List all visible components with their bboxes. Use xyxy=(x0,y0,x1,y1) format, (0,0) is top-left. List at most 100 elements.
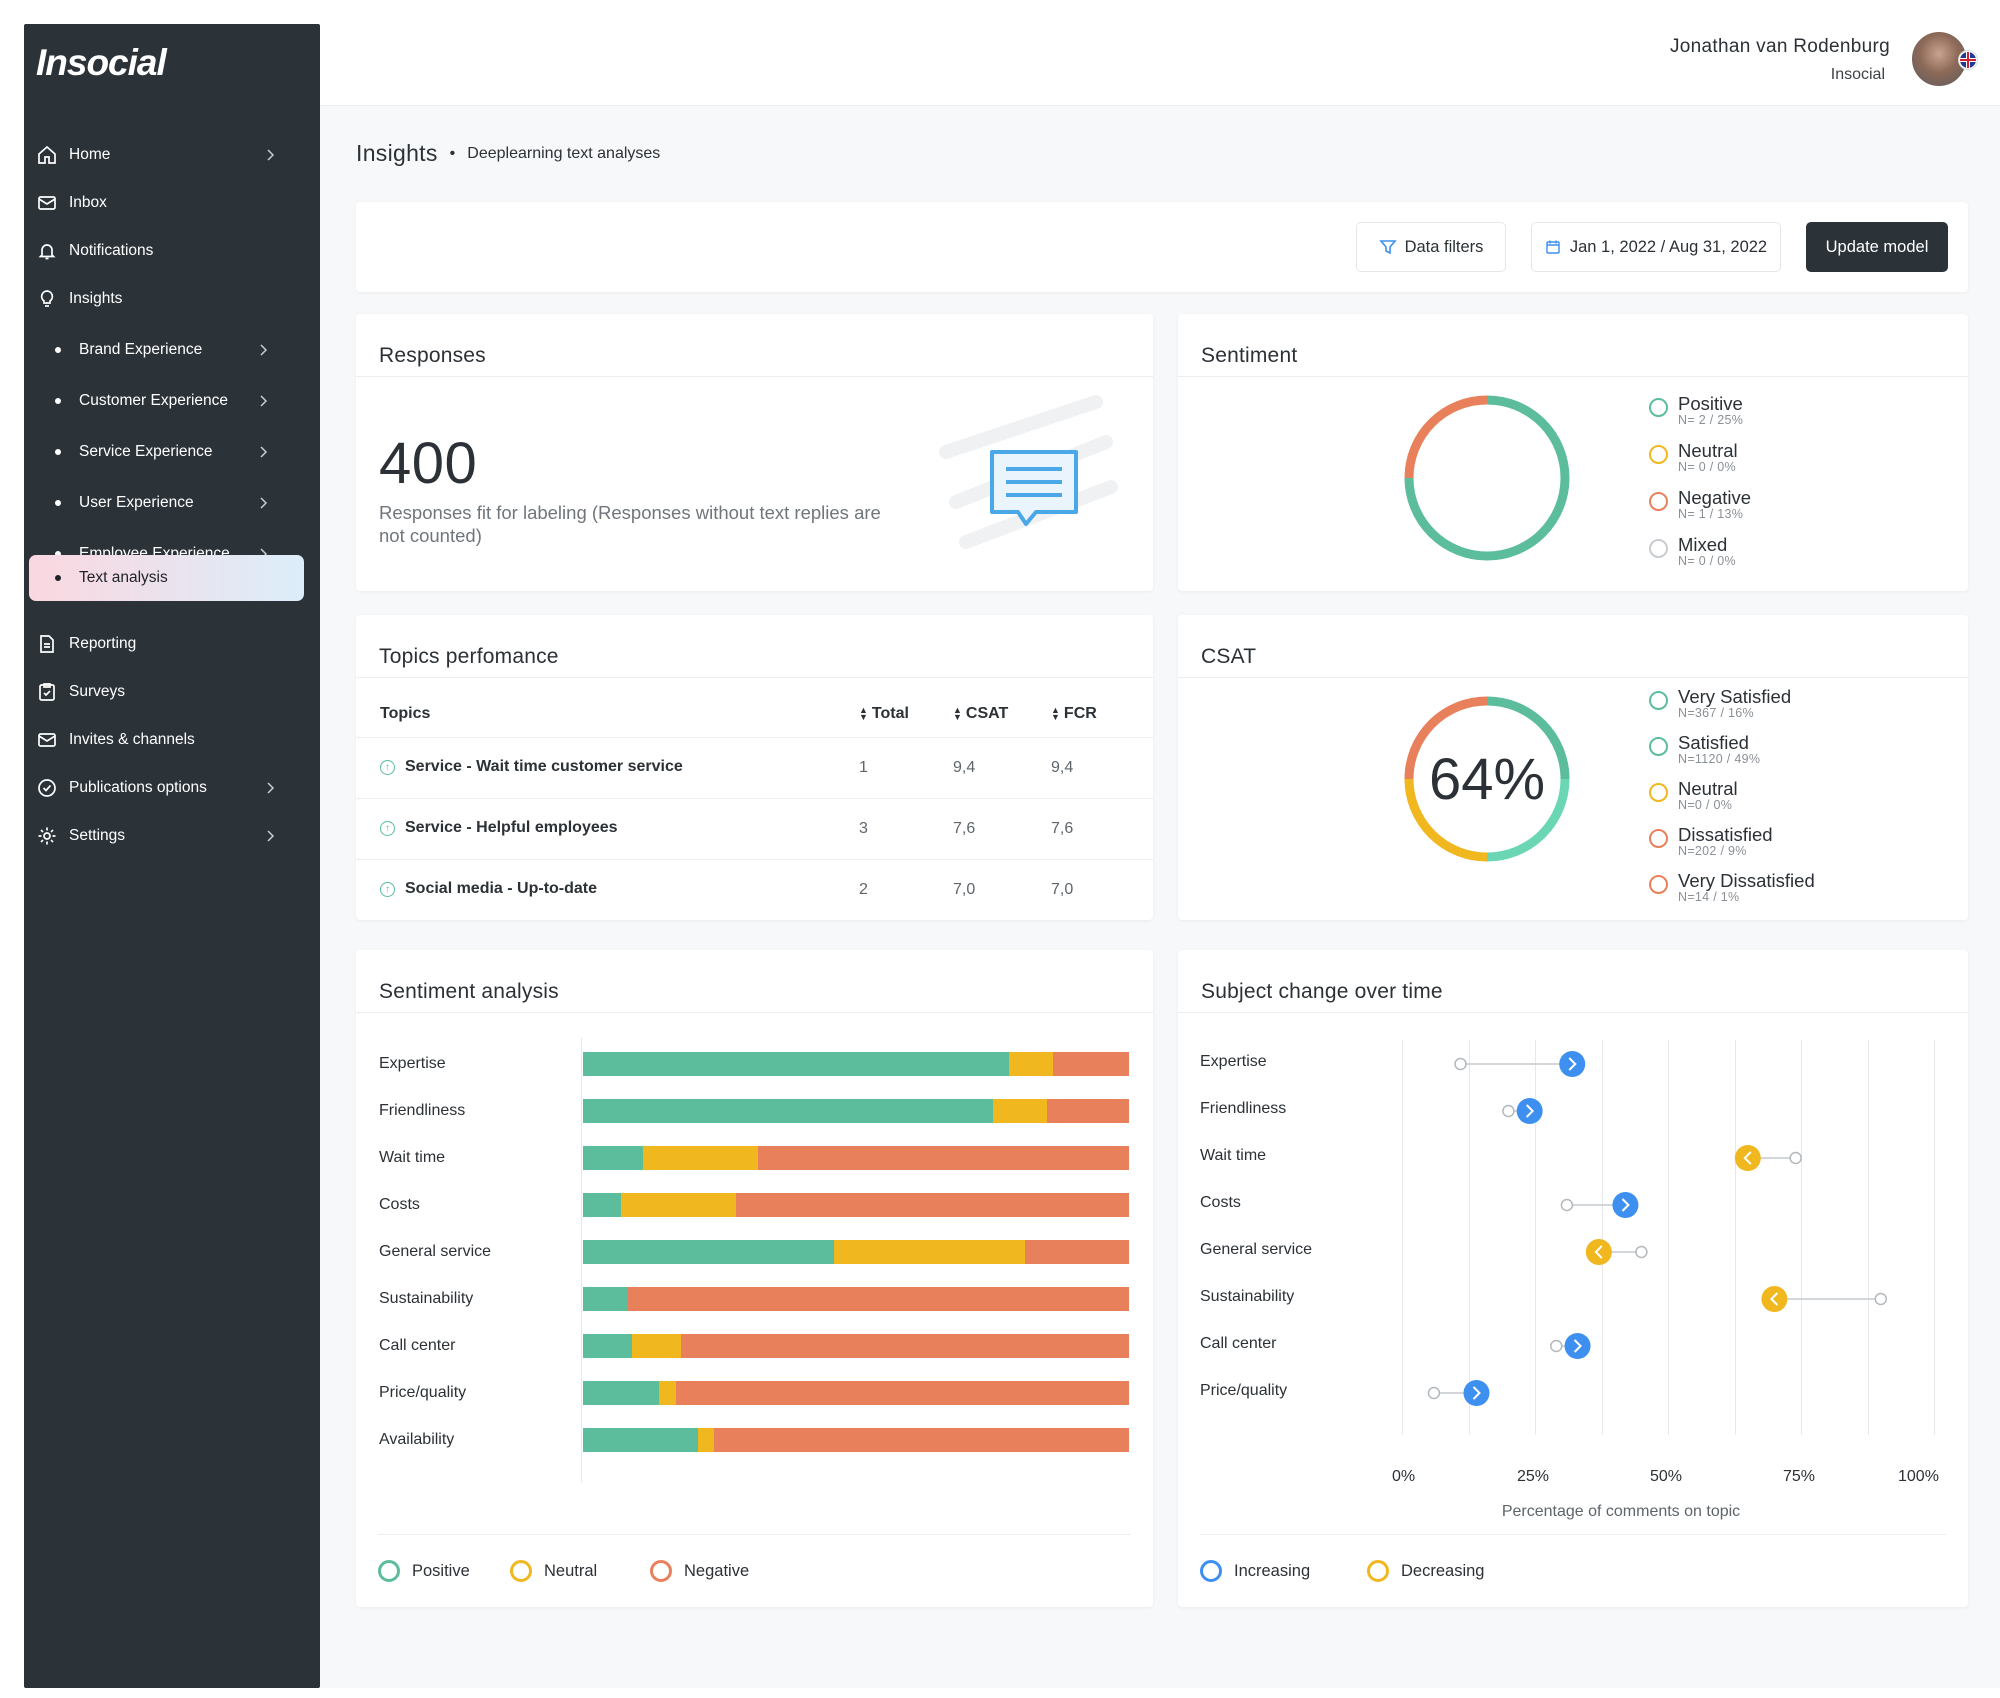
sidebar-item-label: Insights xyxy=(69,290,123,307)
sidebar-item-home[interactable]: Home xyxy=(24,135,320,175)
column-header-csat[interactable]: ▲ ▼ CSAT xyxy=(953,705,1008,723)
table-row[interactable]: ↑ Social media - Up-to-date 2 7,0 7,0 xyxy=(356,859,1153,920)
stacked-bar[interactable] xyxy=(583,1334,1129,1358)
category-label: Wait time xyxy=(1200,1147,1267,1164)
sidebar-subitem-brand-experience[interactable]: Brand Experience xyxy=(24,327,320,373)
sidebar-item-inbox[interactable]: Inbox xyxy=(24,183,320,223)
bar-segment-neutral xyxy=(643,1146,758,1170)
legend-label: Positive xyxy=(412,1561,470,1580)
sidebar-item-reporting[interactable]: Reporting xyxy=(24,624,320,664)
legend-positive: Positive xyxy=(378,1560,470,1582)
x-tick-label: 50% xyxy=(1650,1468,1683,1485)
mixed-ring-icon xyxy=(1649,539,1668,558)
category-label: Expertise xyxy=(1200,1053,1267,1070)
sidebar-item-label: Notifications xyxy=(69,242,154,259)
sentiment-title: Sentiment xyxy=(1201,344,1298,367)
table-row[interactable]: ↑ Service - Helpful employees 3 7,6 7,6 xyxy=(356,798,1153,859)
legend-name: Very Satisfied xyxy=(1678,686,1792,707)
table-row[interactable]: ↑ Service - Wait time customer service 1 … xyxy=(356,737,1153,798)
bar-segment-negative xyxy=(1025,1240,1129,1264)
update-model-button[interactable]: Update model xyxy=(1806,222,1948,272)
arrow-up-icon: ↑ xyxy=(380,759,395,775)
divider xyxy=(378,1534,1131,1535)
bar-segment-negative xyxy=(735,1193,1129,1217)
topic-cell: ↑ Service - Helpful employees xyxy=(380,819,618,837)
stacked-bar[interactable] xyxy=(583,1052,1129,1076)
stacked-bar[interactable] xyxy=(583,1193,1129,1217)
sidebar-item-notifications[interactable]: Notifications xyxy=(24,231,320,271)
stacked-bar[interactable] xyxy=(583,1381,1129,1405)
page-title[interactable]: Insights xyxy=(356,140,438,166)
legend-name: Positive xyxy=(1678,393,1743,414)
uk-flag-icon[interactable] xyxy=(1958,50,1978,70)
chevron-right-icon xyxy=(1621,1198,1630,1212)
arrow-up-icon: ↑ xyxy=(380,820,395,836)
csat-value: 64% xyxy=(1428,746,1546,812)
sidebar-subitem-user-experience[interactable]: User Experience xyxy=(24,480,320,526)
divider xyxy=(1200,1534,1946,1535)
column-header-fcr[interactable]: ▲ ▼ FCR xyxy=(1051,705,1097,723)
date-range-label: Jan 1, 2022 / Aug 31, 2022 xyxy=(1569,237,1768,256)
subject-change-card: Subject change over time Percentage of c… xyxy=(1178,950,1968,1607)
sidebar-item-publications-options[interactable]: Publications options xyxy=(24,768,320,808)
csat-slice-dissatisfied xyxy=(1404,778,1488,862)
topics-performance-card: Topics perfomance Topics ▲ ▼ Total ▲ ▼ CSAT … xyxy=(356,615,1153,920)
column-header-topics[interactable]: Topics xyxy=(380,705,430,723)
sidebar-item-label: Invites & channels xyxy=(69,731,195,748)
total-cell: 2 xyxy=(859,881,868,898)
divider xyxy=(356,677,1153,678)
category-label: Price/quality xyxy=(1200,1382,1288,1399)
sidebar-item-label: Publications options xyxy=(69,779,207,796)
dissatisfied-ring-icon xyxy=(1649,829,1668,848)
csat-slice-very-dissatisfied xyxy=(1404,696,1488,780)
chevron-right-icon xyxy=(267,830,275,842)
category-label: Sustainability xyxy=(1200,1288,1295,1305)
app-logo[interactable]: Insocial xyxy=(36,42,167,83)
legend-name: Negative xyxy=(1678,487,1752,508)
bar-segment-positive xyxy=(583,1193,622,1217)
stacked-bar[interactable] xyxy=(583,1099,1129,1123)
calendar-icon xyxy=(1546,240,1560,254)
positive-ring-icon xyxy=(378,1560,400,1582)
user-name[interactable]: Jonathan van Rodenburg xyxy=(1670,36,1890,57)
category-label: General service xyxy=(1200,1241,1313,1258)
grid-line xyxy=(1668,1040,1669,1435)
legend-label: Increasing xyxy=(1234,1561,1311,1580)
sidebar-item-label: Text analysis xyxy=(79,569,168,586)
column-label: CSAT xyxy=(965,705,1009,722)
sidebar-item-surveys[interactable]: Surveys xyxy=(24,672,320,712)
category-label: Call center xyxy=(379,1337,456,1354)
category-label: Availability xyxy=(379,1431,455,1448)
sidebar-item-invites-channels[interactable]: Invites & channels xyxy=(24,720,320,760)
stacked-bar[interactable] xyxy=(583,1287,1129,1311)
legend-increasing: Increasing xyxy=(1200,1560,1310,1582)
stacked-bar[interactable] xyxy=(583,1240,1129,1264)
date-range-picker[interactable]: Jan 1, 2022 / Aug 31, 2022 xyxy=(1531,222,1781,272)
legend-detail: N=14 / 1% xyxy=(1678,890,1740,904)
sidebar-subitem-customer-experience[interactable]: Customer Experience xyxy=(24,378,320,424)
divider xyxy=(356,1012,1153,1013)
start-point xyxy=(1789,1151,1802,1165)
stacked-bar[interactable] xyxy=(583,1146,1129,1170)
stacked-bar[interactable] xyxy=(583,1428,1129,1452)
column-header-total[interactable]: ▲ ▼ Total xyxy=(859,705,909,723)
sidebar-item-insights[interactable]: Insights xyxy=(24,279,320,319)
decreasing-point xyxy=(1585,1239,1612,1265)
x-axis-title: Percentage of comments on topic xyxy=(1501,1503,1741,1520)
chevron-right-icon xyxy=(1573,1339,1582,1353)
bullet-icon xyxy=(55,449,61,455)
breadcrumb-separator: • xyxy=(449,144,456,162)
legend-label: Decreasing xyxy=(1401,1561,1485,1580)
sidebar-subitem-service-experience[interactable]: Service Experience xyxy=(24,429,320,475)
data-filters-button[interactable]: Data filters xyxy=(1356,222,1506,272)
legend-detail: N=1120 / 49% xyxy=(1678,752,1761,766)
sidebar-subitem-text-analysis[interactable]: Text analysis xyxy=(29,555,304,601)
csat-legend-very-dissatisfied: Very Dissatisfied N=14 / 1% xyxy=(1649,871,1815,904)
divider xyxy=(1178,1012,1968,1013)
sidebar-item-label: Brand Experience xyxy=(79,341,203,358)
category-label: Wait time xyxy=(379,1149,446,1166)
bullet-icon xyxy=(55,551,61,557)
sidebar-item-settings[interactable]: Settings xyxy=(24,816,320,856)
sort-icon: ▲ ▼ xyxy=(953,705,962,722)
gear-icon xyxy=(36,825,58,847)
